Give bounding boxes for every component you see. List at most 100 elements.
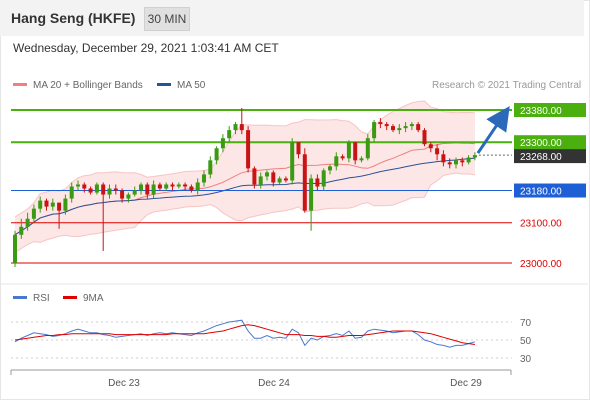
candle-body [76,184,80,187]
ma9-swatch [63,295,77,299]
candle-body [164,184,169,189]
candle-body [189,186,194,191]
candle-body [19,226,24,235]
candle-body [50,202,55,207]
candle-body [227,130,232,139]
moving-averages [14,142,475,236]
level-tag-23300.00 [514,135,586,150]
candle-body [13,234,17,263]
legend-ma50-label: MA 50 [177,80,206,91]
candle-body [460,160,465,163]
candle-body [202,174,206,183]
candle-body [441,154,446,163]
legend-ma9-label: 9MA [83,293,104,304]
candle-body [454,160,458,165]
ma20-swatch [13,82,27,86]
candle-body [113,188,118,191]
x-label-dec-29: Dec 29 [450,378,482,389]
legend-ma9: 9MA [63,293,104,304]
legend-ma20: MA 20 + Bollinger Bands [13,80,143,91]
candle-body [302,154,307,211]
candle-body [334,156,339,167]
legend-ma20-label: MA 20 + Bollinger Bands [33,80,143,91]
candle-body [107,188,112,195]
x-label-dec-24: Dec 24 [258,378,290,389]
candle-body [472,155,477,158]
candle-body [403,126,408,129]
candle-body [290,142,295,181]
candle-body [265,172,269,177]
price-levels [11,109,512,264]
ma50-line [14,157,475,236]
candle-body [94,184,99,193]
candle-body [296,142,301,155]
candle-body [359,158,364,161]
candle-body [422,130,427,145]
candle-body [372,122,377,139]
rsi-swatch [13,295,27,299]
candle-body [38,200,43,209]
candle-body [283,178,288,181]
chart-header [0,0,584,36]
chart-datetime: Wednesday, December 29, 2021 1:03:41 AM … [13,41,279,55]
candle-body [88,188,93,193]
candle-body [82,184,87,189]
level-label-23300.00: 23300.00 [520,138,562,149]
candle-body [309,178,314,211]
candle-body [435,148,440,155]
candle-body [315,178,320,187]
credit-text: Research © 2021 Trading Central [432,80,582,91]
candle-body [214,148,219,161]
candle-body [258,176,263,185]
legend-ma50: MA 50 [157,80,205,91]
candle-body [151,184,156,195]
candle-body [416,124,421,131]
level-labels: 23380.00 23300.00 23268.00 23180.00 23100.00… [514,103,586,270]
candle-body [208,160,213,175]
candle-body [365,138,370,159]
forecast-arrow [476,106,510,154]
legend-rsi-label: RSI [33,293,50,304]
candle-body [170,184,175,187]
candle-body [233,124,238,131]
candle-body [271,172,276,183]
candle-body [246,130,251,169]
rsi-level-label: 70 [520,318,532,329]
candle-body [157,184,162,189]
candle-body [428,144,433,149]
candle-body [25,218,30,227]
candle-body [120,190,125,199]
candle-body [132,190,137,195]
candle-body [447,162,452,165]
level-label-23100.00: 23100.00 [520,219,562,230]
legend-rsi: RSI [13,293,50,304]
candle-body [239,124,244,131]
level-tag-23268.00 [514,149,586,164]
instrument-title: Hang Seng (HKFE) [11,10,136,26]
candle-body [397,128,402,131]
candle-body [126,194,131,199]
bollinger-band-area [15,101,475,253]
candle-body [145,184,150,195]
candle-body [321,170,326,187]
candle-body [378,122,383,125]
candle-body [183,184,188,187]
timeframe-button[interactable]: 30 MIN [144,7,190,31]
candle-body [139,184,143,191]
rsi-ma9-line [14,324,475,345]
forecast-arrow-line [476,106,510,154]
candle-body [176,184,181,187]
rsi-panel: 70 50 30 [11,318,532,365]
rsi-level-label: 50 [520,336,532,347]
candle-body [340,156,345,159]
candle-body [346,142,351,159]
candle-body [57,202,62,211]
candle-body [101,184,106,195]
candle-body [384,124,389,127]
rsi-level-label: 30 [520,354,532,365]
candle-body [220,138,225,149]
level-tag-23380.00 [514,103,586,117]
candle-body [391,126,395,131]
candle-body [31,208,36,219]
